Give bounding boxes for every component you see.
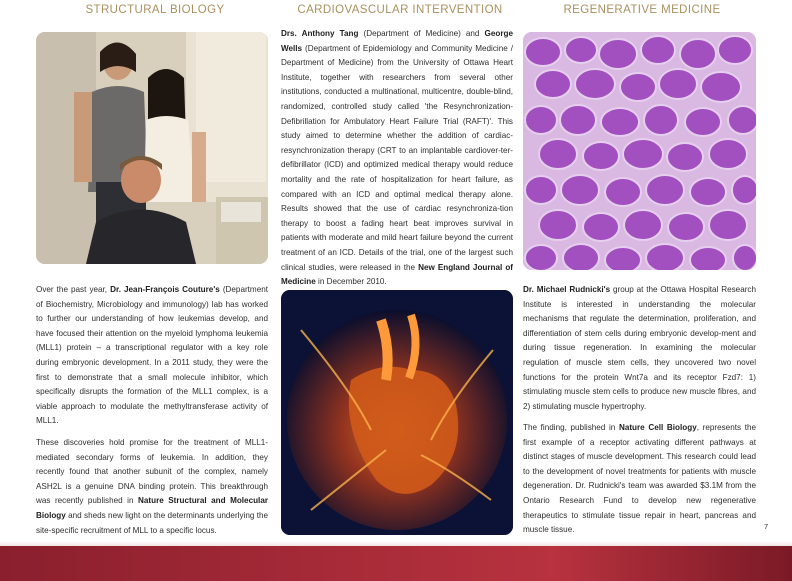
text-run: The finding, published in [523,423,619,432]
text-run: (Department of Biochemistry, Microbiolog… [36,285,268,426]
bold-text-run: George Wells [281,29,513,53]
bold-text-run: Dr. Michael Rudnicki's [523,285,611,294]
regenerative-medicine-paragraph-1: Dr. Michael Rudnicki's group at the Otta… [523,283,756,414]
section-heading-cardiovascular-intervention: CARDIOVASCULAR INTERVENTION [297,4,503,16]
section-heading-regenerative-medicine: REGENERATIVE MEDICINE [563,4,721,16]
bold-text-run: Drs. Anthony Tang [281,29,359,38]
text-run: Over the past year, [36,285,111,294]
bold-text-run: New England Journal of Medicine [281,262,513,287]
bold-text-run: Dr. Jean-François Couture's [110,285,220,294]
text-run: and sheds new light on the determinants … [36,510,268,535]
section-heading-structural-biology: STRUCTURAL BIOLOGY [85,4,225,16]
page-number: 7 [764,522,769,531]
text-run: These discoveries hold promise for the t… [36,438,268,506]
structural-biology-paragraph-1: Over the past year, Dr. Jean-François Co… [36,283,268,429]
text-run: group at the Ottawa Hospital Research In… [523,285,756,411]
bold-text-run: Nature Structural and Molecular Biology [36,496,268,520]
bold-text-run: Nature Cell Biology [618,423,697,432]
footer-band [0,546,792,581]
lab-team-photo [36,32,268,264]
text-run: in December 2010. [315,277,387,287]
text-run: , represents the first example of a rece… [523,423,756,535]
cardiovascular-paragraph: Drs. Anthony Tang (Department of Medicin… [281,27,513,290]
muscle-tissue-micrograph [523,32,756,270]
footer-fade [0,541,792,549]
structural-biology-paragraph-2: These discoveries hold promise for the t… [36,436,268,538]
text-run: (Department of Epidemiology and Communit… [281,43,513,272]
regenerative-medicine-paragraph-2: The finding, published in Nature Cell Bi… [523,421,756,538]
heart-illustration [281,290,513,535]
text-run: (Department of Medicine) and [358,29,485,38]
